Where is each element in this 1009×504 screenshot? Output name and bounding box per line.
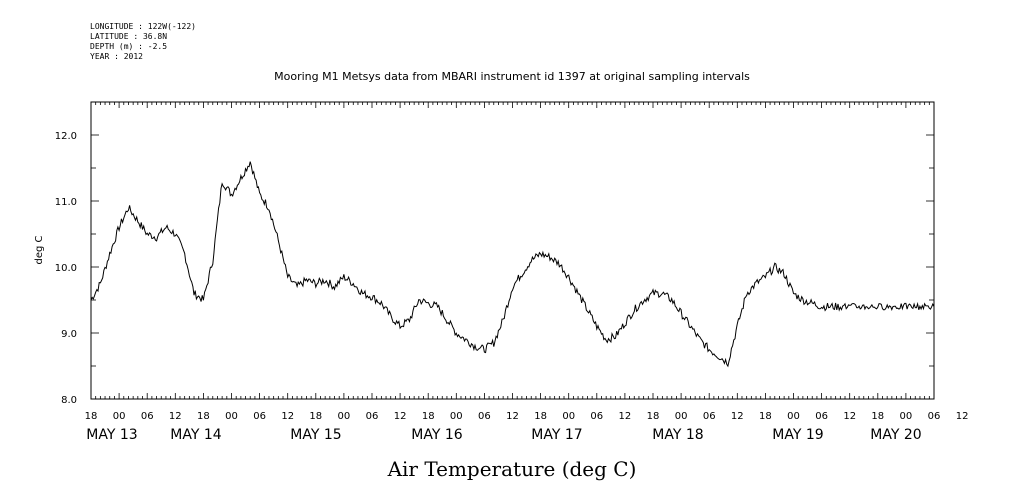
x-date-label: MAY 13 [86, 427, 137, 443]
y-tick-label: 10.0 [55, 263, 77, 274]
x-hour-label: 06 [478, 411, 491, 422]
x-hour-label: 06 [366, 411, 379, 422]
x-hour-label: 12 [281, 411, 294, 422]
x-hour-label: 00 [675, 411, 688, 422]
x-hour-label: 12 [731, 411, 744, 422]
plot-border [90, 101, 935, 400]
y-axis: 8.0 9.0 10.0 11.0 12.0 [55, 101, 934, 406]
depth-label: DEPTH (m) : -2.5 [90, 42, 168, 51]
x-hour-label: 06 [815, 411, 828, 422]
x-hour-label: 06 [703, 411, 716, 422]
x-date-label: MAY 14 [170, 427, 221, 443]
x-hour-label: 12 [169, 411, 182, 422]
longitude-label: LONGITUDE : 122W(-122) [90, 22, 196, 31]
x-hour-label: 18 [534, 411, 547, 422]
y-tick-label: 8.0 [61, 395, 77, 406]
x-hour-label: 18 [422, 411, 435, 422]
x-date-label: MAY 15 [290, 427, 341, 443]
x-hour-label: 18 [759, 411, 772, 422]
x-hour-label: 12 [394, 411, 407, 422]
x-hour-label: 12 [506, 411, 519, 422]
x-hour-label: 06 [590, 411, 603, 422]
x-hour-label: 18 [197, 411, 210, 422]
x-hour-label: 06 [253, 411, 266, 422]
x-date-label: MAY 17 [531, 427, 582, 443]
x-hour-label: 12 [619, 411, 632, 422]
year-label: YEAR : 2012 [90, 52, 143, 61]
x-hour-label: 00 [562, 411, 575, 422]
x-hour-label: 18 [647, 411, 660, 422]
station-metadata: LONGITUDE : 122W(-122) LATITUDE : 36.8N … [90, 22, 196, 62]
x-date-label: MAY 20 [870, 427, 921, 443]
plot-frame [90, 101, 935, 400]
series-group [90, 161, 935, 368]
x-hour-label: 00 [450, 411, 463, 422]
air-temperature-line [90, 161, 935, 368]
x-hour-label: 00 [338, 411, 351, 422]
y-tick-label: 9.0 [61, 329, 77, 340]
minor-ticks [90, 102, 935, 399]
y-tick-label: 11.0 [55, 197, 77, 208]
x-date-label: MAY 19 [772, 427, 823, 443]
x-axis-label: Air Temperature (deg C) [387, 457, 637, 481]
x-hour-label: 12 [843, 411, 856, 422]
x-hour-label: 00 [225, 411, 238, 422]
x-date-label: MAY 18 [652, 427, 703, 443]
x-hour-label: 00 [113, 411, 126, 422]
latitude-label: LATITUDE : 36.8N [90, 32, 168, 41]
y-tick-label: 12.0 [55, 131, 77, 142]
x-hour-label: 00 [900, 411, 913, 422]
x-axis: 18 00 06 12 18 00 06 12 18 00 06 12 18 00 06 12 18 00 06 12… [85, 411, 969, 443]
x-hour-label: 18 [871, 411, 884, 422]
x-hour-label: 18 [85, 411, 98, 422]
x-hour-label: 18 [309, 411, 322, 422]
x-date-label: MAY 16 [411, 427, 462, 443]
x-hour-label: 00 [787, 411, 800, 422]
x-hour-label: 12 [956, 411, 969, 422]
x-hour-label: 06 [141, 411, 154, 422]
chart-title: Mooring M1 Metsys data from MBARI instru… [274, 70, 750, 83]
y-axis-label: deg C [34, 235, 45, 264]
x-hour-label: 06 [928, 411, 941, 422]
